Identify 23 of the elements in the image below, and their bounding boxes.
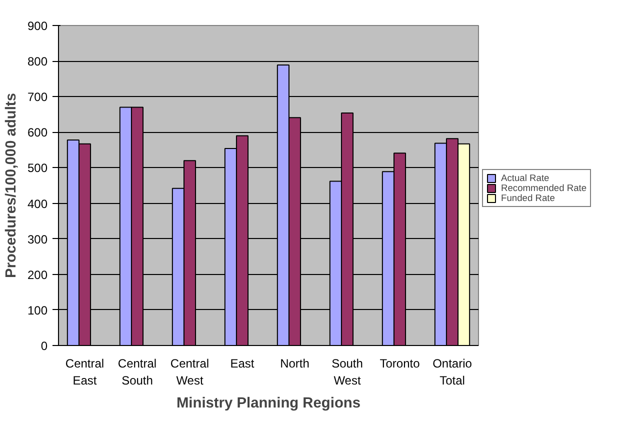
x-tick-label: Toronto [380,356,420,370]
y-tick-label: 900 [27,19,48,33]
y-tick-label: 100 [27,303,48,318]
y-tick-label: 0 [40,339,48,353]
y-tick-label: 400 [27,196,48,211]
legend-label: Recommended Rate [501,183,587,193]
legend-label: Actual Rate [501,173,550,183]
y-tick-label: 200 [27,268,48,282]
y-tick-label: 300 [27,232,48,246]
y-tick-label: 500 [27,161,48,176]
legend-label: Funded Rate [501,193,555,203]
x-tick-label: Central East [65,356,104,388]
x-tick-label: North [280,356,310,370]
x-tick-label: Central West [170,356,210,388]
x-tick-label: Central South [118,356,157,388]
y-tick-label: 800 [27,54,48,69]
x-tick-label: South West [332,356,363,388]
y-tick-label: 600 [27,126,48,140]
y-tick-label: 700 [27,90,48,104]
x-axis-title: Ministry Planning Regions [176,395,361,412]
x-tick-label: Ontario Total [432,356,472,388]
y-axis-title: Procedures/100,000 adults [3,93,20,278]
x-tick-label: East [230,356,255,370]
